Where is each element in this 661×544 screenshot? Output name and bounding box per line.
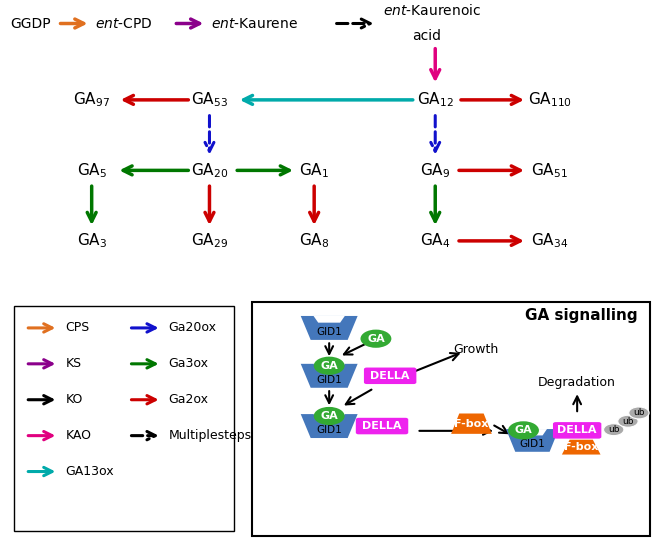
Text: GA: GA — [321, 411, 338, 421]
Polygon shape — [313, 364, 345, 370]
Text: GA$_{9}$: GA$_{9}$ — [420, 161, 450, 180]
Text: GA13ox: GA13ox — [65, 465, 114, 478]
Text: GA$_{51}$: GA$_{51}$ — [531, 161, 568, 180]
Text: GGDP: GGDP — [10, 16, 50, 30]
Text: KS: KS — [65, 357, 81, 370]
Polygon shape — [506, 429, 559, 452]
Text: GA$_{110}$: GA$_{110}$ — [527, 90, 572, 109]
Polygon shape — [301, 316, 358, 340]
Text: GA$_{29}$: GA$_{29}$ — [191, 232, 228, 250]
Text: Ga2ox: Ga2ox — [169, 393, 208, 406]
Text: F-box: F-box — [454, 419, 488, 429]
Text: GID1: GID1 — [317, 425, 342, 435]
Polygon shape — [301, 364, 358, 388]
Polygon shape — [562, 440, 601, 455]
Text: $\it{ent}$-Kaurenoic: $\it{ent}$-Kaurenoic — [383, 3, 481, 18]
Text: Growth: Growth — [453, 343, 498, 356]
Polygon shape — [451, 413, 492, 434]
FancyBboxPatch shape — [356, 418, 408, 434]
Text: GA$_{20}$: GA$_{20}$ — [191, 161, 228, 180]
Text: GA$_{3}$: GA$_{3}$ — [77, 232, 107, 250]
FancyBboxPatch shape — [553, 422, 602, 438]
Circle shape — [314, 407, 344, 425]
Text: GA$_{97}$: GA$_{97}$ — [73, 90, 110, 109]
Text: GID1: GID1 — [317, 375, 342, 385]
Text: $\it{ent}$-Kaurene: $\it{ent}$-Kaurene — [211, 16, 298, 30]
Polygon shape — [518, 429, 547, 435]
Text: GA$_{4}$: GA$_{4}$ — [420, 232, 451, 250]
Polygon shape — [301, 414, 358, 438]
Text: ub: ub — [608, 425, 619, 434]
Text: DELLA: DELLA — [362, 421, 402, 431]
Text: GA$_{53}$: GA$_{53}$ — [191, 90, 228, 109]
Text: CPS: CPS — [65, 322, 89, 335]
Text: acid: acid — [412, 29, 442, 44]
Circle shape — [618, 415, 638, 427]
Text: GA: GA — [321, 361, 338, 371]
Text: ub: ub — [622, 417, 634, 426]
Text: Degradation: Degradation — [538, 376, 616, 390]
Text: ub: ub — [633, 409, 644, 417]
Circle shape — [508, 421, 539, 440]
Text: GA$_{12}$: GA$_{12}$ — [417, 90, 453, 109]
Text: GID1: GID1 — [317, 327, 342, 337]
FancyBboxPatch shape — [364, 368, 416, 384]
Text: GA: GA — [367, 333, 385, 344]
Text: GA signalling: GA signalling — [525, 308, 637, 324]
Text: Ga3ox: Ga3ox — [169, 357, 208, 370]
Text: GA$_{8}$: GA$_{8}$ — [299, 232, 329, 250]
Text: KAO: KAO — [65, 429, 91, 442]
Text: GID1: GID1 — [520, 439, 545, 449]
Circle shape — [360, 330, 391, 348]
Circle shape — [314, 357, 344, 375]
Text: GA$_{5}$: GA$_{5}$ — [77, 161, 107, 180]
Text: KO: KO — [65, 393, 83, 406]
Text: GA$_{1}$: GA$_{1}$ — [299, 161, 329, 180]
Text: DELLA: DELLA — [557, 425, 597, 435]
Polygon shape — [313, 414, 345, 421]
Text: Multiplesteps: Multiplesteps — [169, 429, 252, 442]
Circle shape — [603, 424, 624, 436]
Text: GA$_{34}$: GA$_{34}$ — [531, 232, 568, 250]
Circle shape — [629, 407, 649, 419]
Text: DELLA: DELLA — [370, 371, 410, 381]
Text: $\it{ent}$-CPD: $\it{ent}$-CPD — [95, 16, 153, 30]
Polygon shape — [313, 316, 345, 323]
Text: Ga20ox: Ga20ox — [169, 322, 217, 335]
Text: F-box: F-box — [564, 442, 598, 452]
Text: GA: GA — [515, 425, 532, 435]
